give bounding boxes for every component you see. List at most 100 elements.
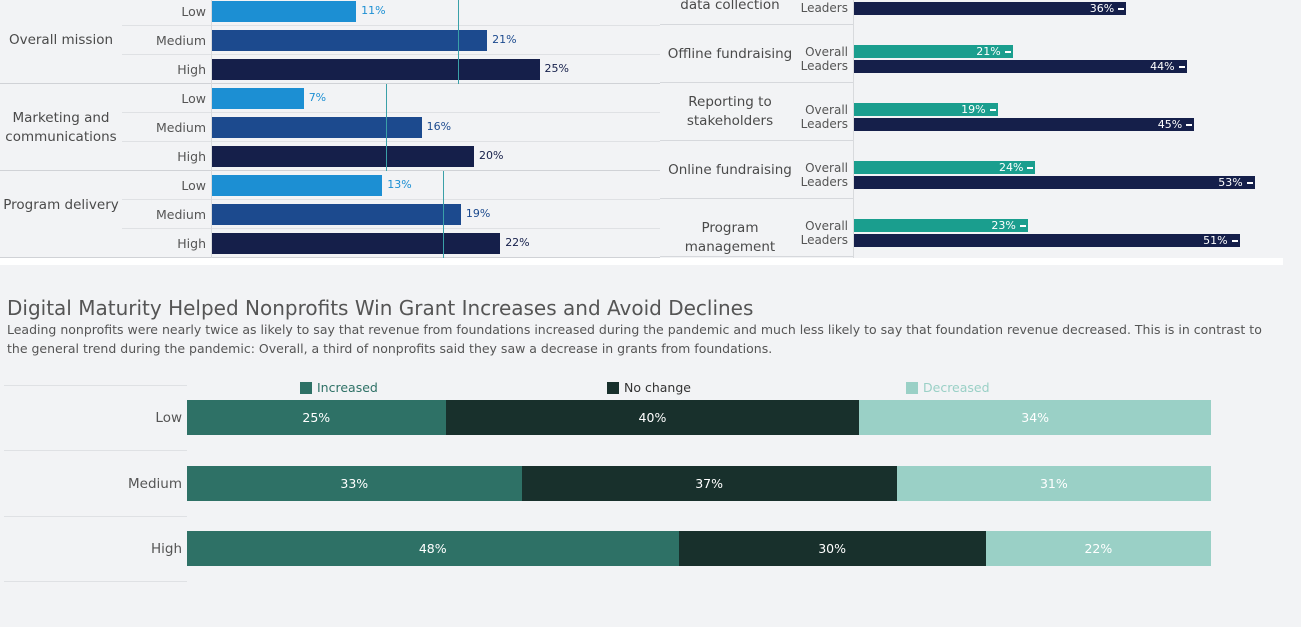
value-label: 25% bbox=[544, 62, 569, 75]
bar-end-tick bbox=[1231, 240, 1238, 242]
reference-line bbox=[442, 171, 444, 258]
row-gridline bbox=[122, 25, 660, 26]
level-label: Medium bbox=[156, 207, 206, 222]
group-label: Overall mission bbox=[8, 32, 114, 48]
value-label: 13% bbox=[387, 178, 412, 191]
value-label: 21% bbox=[492, 33, 517, 46]
level-label: High bbox=[177, 149, 206, 164]
bar-leaders bbox=[854, 176, 1255, 189]
value-label-leaders: 53% bbox=[1218, 176, 1243, 189]
bar-low bbox=[212, 88, 304, 109]
bar-medium bbox=[212, 30, 488, 51]
bar-segment-no-change: 37% bbox=[521, 466, 897, 501]
bar-end-tick bbox=[1186, 124, 1193, 126]
row-separator bbox=[660, 140, 853, 141]
category-label: Program management bbox=[684, 220, 776, 255]
category-label: Online fundraising bbox=[668, 162, 792, 178]
legend-label: No change bbox=[624, 380, 691, 395]
legend-swatch bbox=[300, 381, 312, 394]
value-label-leaders: 51% bbox=[1203, 234, 1228, 247]
section-subtitle: Leading nonprofits were nearly twice as … bbox=[7, 322, 1262, 356]
row-separator bbox=[660, 24, 853, 25]
section-divider bbox=[0, 258, 1283, 265]
bar-leaders bbox=[854, 60, 1187, 73]
row-gridline bbox=[122, 228, 660, 229]
axis-line bbox=[211, 0, 212, 258]
series-label-overall: Overall bbox=[805, 103, 848, 117]
bar-end-tick bbox=[1246, 182, 1253, 184]
row-gridline bbox=[4, 450, 187, 451]
series-label-leaders: Leaders bbox=[800, 1, 848, 15]
row-gridline bbox=[122, 141, 660, 142]
bar-segment-increased: 33% bbox=[187, 466, 522, 501]
row-separator bbox=[660, 82, 853, 83]
series-label-overall: Overall bbox=[805, 161, 848, 175]
category-label: Low bbox=[155, 410, 182, 426]
level-label: Low bbox=[181, 178, 206, 193]
bar-overall bbox=[854, 161, 1036, 174]
legend-item: No change bbox=[607, 380, 691, 395]
left-chart-panel: Overall mission Low 11% Medium 21% High 25% Mar… bbox=[0, 0, 660, 258]
group-separator bbox=[0, 257, 660, 258]
section-title: Digital Maturity Helped Nonprofits Win G… bbox=[7, 296, 754, 320]
bar-high bbox=[212, 233, 501, 254]
bar-leaders bbox=[854, 234, 1240, 247]
level-label: Low bbox=[181, 91, 206, 106]
bar-segment-increased: 48% bbox=[187, 531, 679, 566]
row-gridline bbox=[122, 112, 660, 113]
category-label: Measurement and data collection bbox=[680, 0, 780, 13]
bar-segment-decreased: 31% bbox=[896, 466, 1211, 501]
series-label-leaders: Leaders bbox=[800, 233, 848, 247]
value-label-overall: 24% bbox=[998, 161, 1024, 174]
bar-overall bbox=[854, 45, 1013, 58]
right-chart-panel: Measurement and data collection Leaders 36… bbox=[660, 0, 1283, 258]
value-label: 16% bbox=[426, 120, 452, 133]
category-label: Reporting to stakeholders bbox=[686, 94, 774, 129]
value-label-leaders: 45% bbox=[1157, 118, 1183, 131]
bar-medium bbox=[212, 117, 422, 138]
bar-high bbox=[212, 59, 540, 80]
bar-segment-no-change: 40% bbox=[445, 400, 860, 435]
group-label: Program delivery bbox=[3, 196, 119, 213]
bar-leaders bbox=[854, 118, 1195, 131]
value-label-overall: 23% bbox=[991, 219, 1016, 232]
bar-high bbox=[212, 146, 474, 167]
level-label: Medium bbox=[156, 33, 206, 48]
series-label-leaders: Leaders bbox=[800, 117, 848, 131]
bar-segment-increased: 25% bbox=[187, 400, 446, 435]
bar-segment-no-change: 30% bbox=[678, 531, 986, 566]
row-separator bbox=[660, 256, 853, 257]
group-label: Marketing and communications bbox=[5, 109, 117, 145]
row-gridline bbox=[122, 199, 660, 200]
bar-low bbox=[212, 175, 383, 196]
level-label: High bbox=[177, 236, 206, 251]
legend-item: Decreased bbox=[906, 380, 990, 395]
bar-overall bbox=[854, 219, 1028, 232]
bar-end-tick bbox=[1118, 8, 1125, 10]
bar-end-tick bbox=[1178, 66, 1185, 68]
legend-label: Decreased bbox=[923, 380, 990, 395]
row-gridline bbox=[4, 581, 187, 582]
series-label-overall: Overall bbox=[805, 45, 848, 59]
category-label: Medium bbox=[128, 476, 182, 492]
bar-end-tick bbox=[989, 109, 996, 111]
bar-segment-decreased: 22% bbox=[985, 531, 1211, 566]
series-label-overall: Overall bbox=[805, 219, 848, 233]
legend-label: Increased bbox=[317, 380, 378, 395]
row-gridline bbox=[122, 54, 660, 55]
value-label: 20% bbox=[479, 149, 504, 162]
group-separator bbox=[0, 170, 660, 171]
value-label-leaders: 44% bbox=[1150, 60, 1175, 73]
value-label-leaders: 36% bbox=[1089, 2, 1115, 15]
row-gridline bbox=[4, 516, 187, 517]
category-label: Offline fundraising bbox=[667, 46, 793, 62]
series-label-leaders: Leaders bbox=[800, 59, 848, 73]
bar-overall bbox=[854, 103, 998, 116]
value-label-overall: 21% bbox=[976, 45, 1001, 58]
level-label: Low bbox=[181, 4, 206, 19]
bar-low bbox=[212, 1, 357, 22]
value-label: 11% bbox=[361, 4, 386, 17]
legend-item: Increased bbox=[300, 380, 378, 395]
bar-end-tick bbox=[1004, 51, 1011, 53]
row-separator bbox=[660, 198, 853, 199]
